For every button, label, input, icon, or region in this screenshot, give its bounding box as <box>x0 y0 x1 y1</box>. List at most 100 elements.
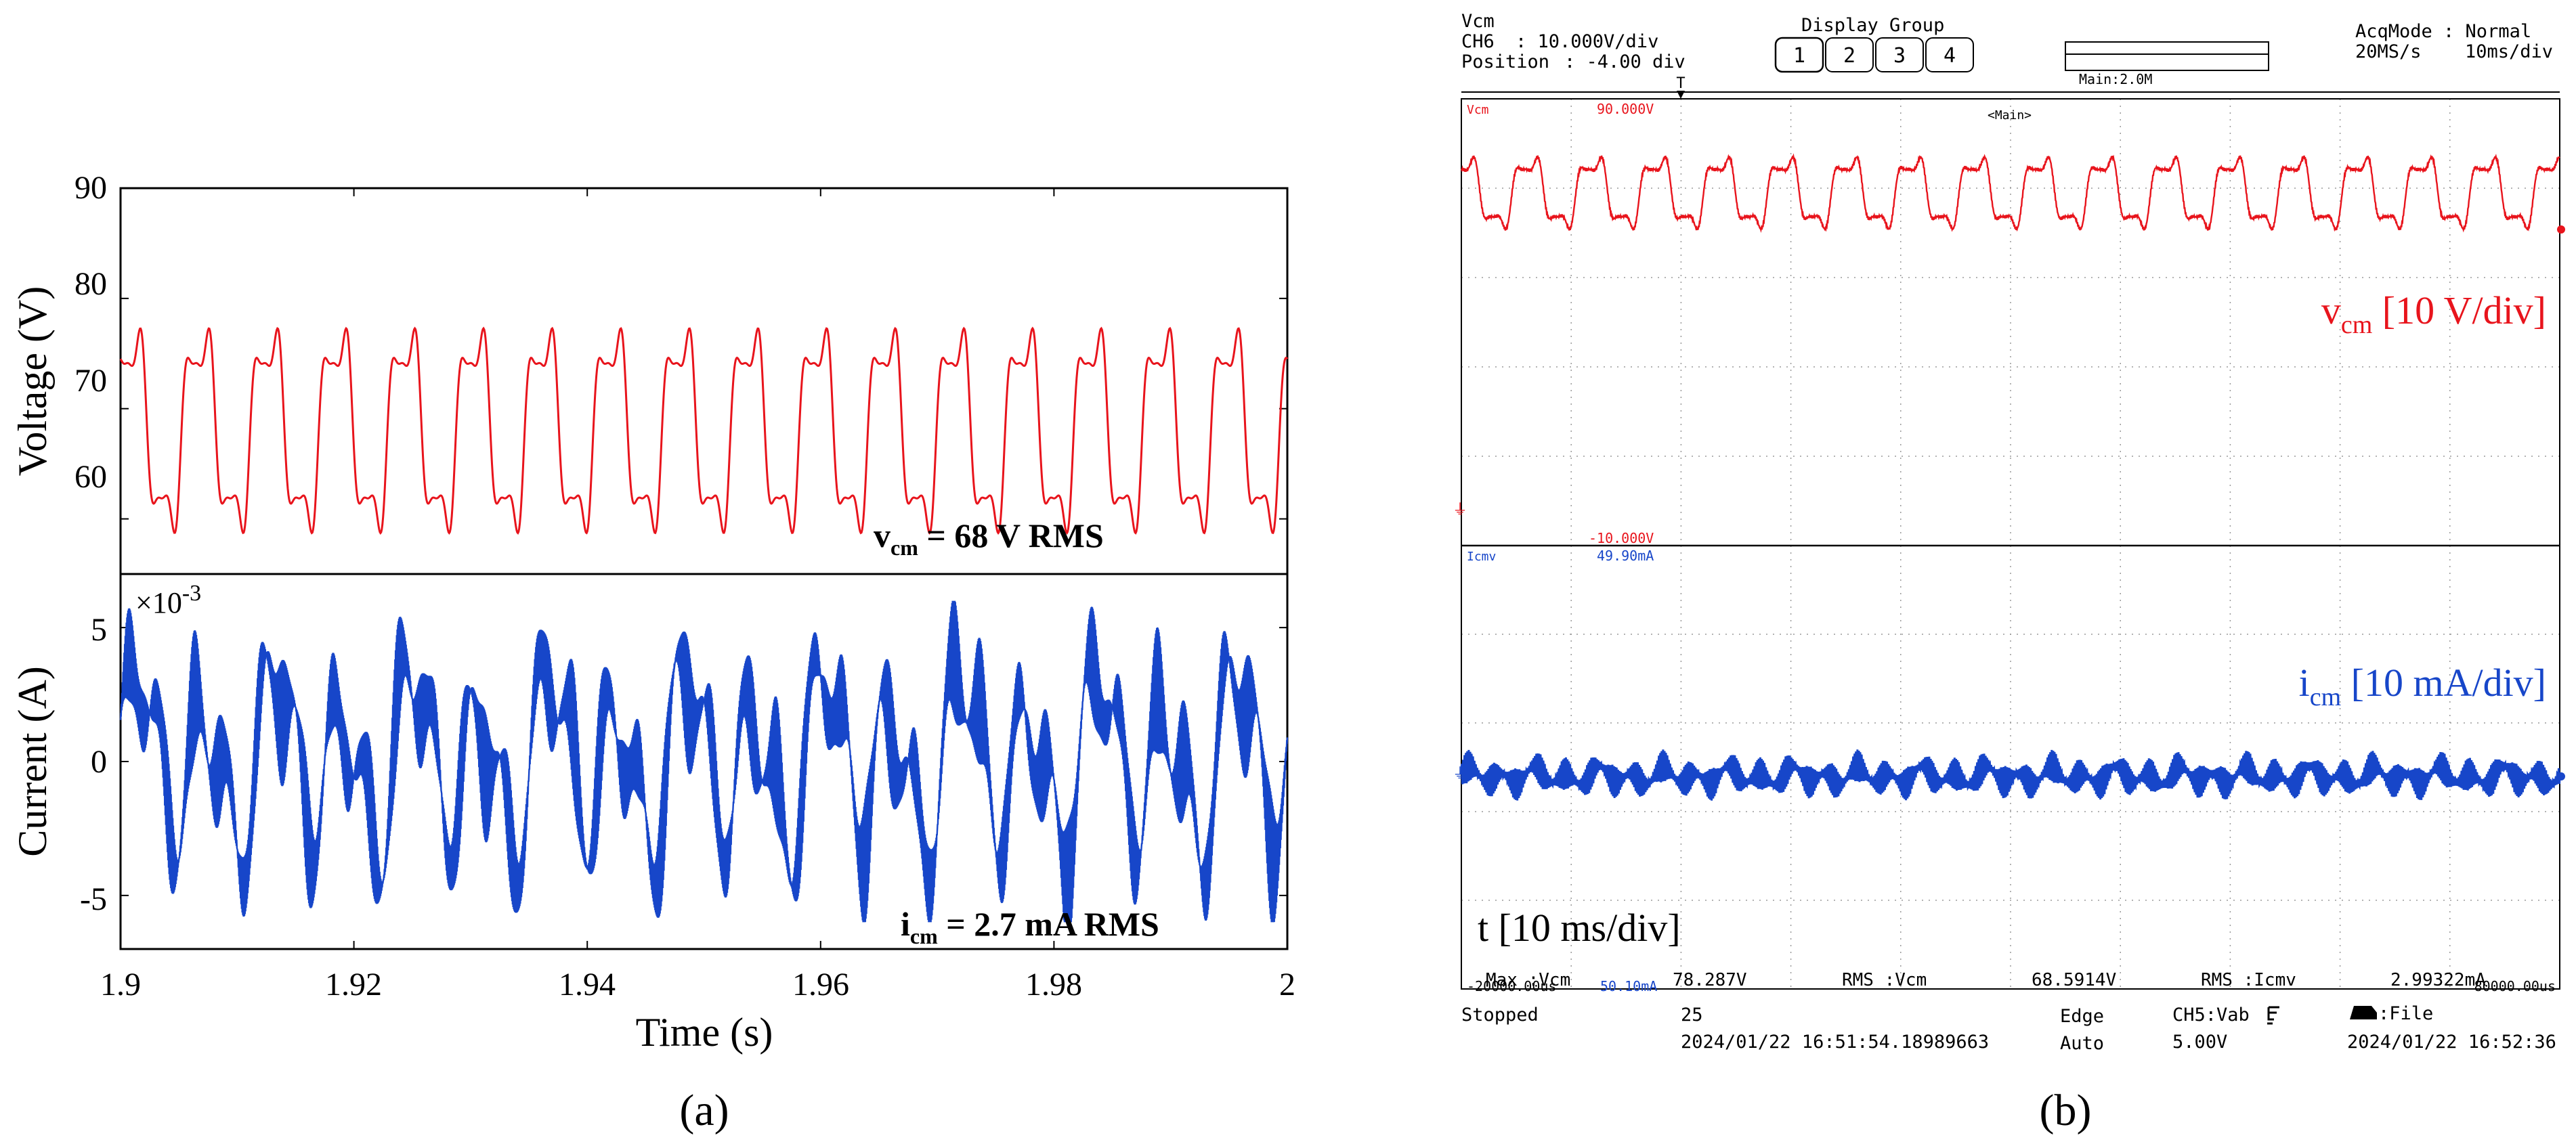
upper-channel-name: Vcm <box>1467 103 1489 117</box>
header-signal: Vcm <box>1461 11 1495 32</box>
left-time: -20000.00us <box>1467 978 1556 994</box>
vcm-series-line <box>119 326 1289 535</box>
acq-mode: AcqMode : Normal <box>2355 21 2531 42</box>
annotation-value: = 68 V RMS <box>918 516 1104 554</box>
lower-top-value: 49.90mA <box>1597 548 1654 564</box>
panel-label-a: (a) <box>679 1086 729 1135</box>
header-channel-value: : 10.000V/div <box>1516 31 1658 52</box>
annotation-symbol: v <box>874 516 890 554</box>
group-button-3[interactable] <box>1875 37 1924 72</box>
icm-trace <box>1460 749 2561 801</box>
trigger-mode: Auto <box>2060 1033 2104 1054</box>
vcm-trace <box>1460 153 2560 234</box>
run-state: Stopped <box>1461 1005 1539 1026</box>
icm-scale-annotation: icm [10 mA/div] <box>2299 661 2546 711</box>
trigger-label: T <box>1676 75 1685 92</box>
annotation-subscript: cm <box>890 535 918 560</box>
save-timestamp: 2024/01/22 16:52:36 <box>2347 1032 2556 1053</box>
group-button-label: 3 <box>1893 44 1906 68</box>
group-button-1[interactable] <box>1774 37 1824 73</box>
scale-symbol: i <box>2299 661 2310 705</box>
y-tick-label: 60 <box>74 459 107 495</box>
main-tag: <Main> <box>1988 108 2032 123</box>
panel-a: 90 80 70 60 5 0 -5 ×10-3 1.9 1.92 1.94 1… <box>10 170 1295 1135</box>
scale-symbol: v <box>2321 288 2341 332</box>
y-tick-label: 70 <box>74 363 107 399</box>
timebase: 10ms/div <box>2465 41 2553 62</box>
x-tick-label: 1.98 <box>1025 967 1082 1002</box>
x-tick-label: 1.94 <box>559 967 616 1002</box>
y-tick-label: 0 <box>91 744 107 780</box>
file-label: :File <box>2378 1003 2433 1024</box>
upper-level-marker <box>2557 225 2565 234</box>
header-position-value: : -4.00 div <box>1564 51 1686 72</box>
measurement-label: RMS :Icmv <box>2201 970 2296 990</box>
exponent-power: -3 <box>182 581 201 606</box>
upper-top-value: 90.000V <box>1597 101 1654 117</box>
y-tick-label: 90 <box>74 170 107 206</box>
voltage-axis-label: Voltage (V) <box>10 286 55 477</box>
measurement-label: RMS :Vcm <box>1842 970 1927 990</box>
printer-icon <box>2350 1006 2377 1019</box>
exponent-label: ×10-3 <box>135 581 201 619</box>
current-axes-frame <box>119 573 1289 950</box>
measurement-value: 78.287V <box>1673 970 1747 990</box>
exponent-base: ×10 <box>135 586 182 619</box>
upper-bottom-value: -10.000V <box>1589 530 1654 546</box>
scope-header: Vcm CH6 : 10.000V/div Position : -4.00 d… <box>1461 11 1944 72</box>
rising-edge-icon <box>2267 1006 2279 1025</box>
display-group-buttons: 1 2 3 4 <box>1774 37 1974 73</box>
x-axis-label: Time (s) <box>636 1010 773 1055</box>
lower-channel-name: Icmv <box>1467 550 1496 564</box>
right-time: 80000.00us <box>2474 978 2556 994</box>
measurement-value: 68.5914V <box>2032 970 2116 990</box>
scale-value: [10 V/div] <box>2372 288 2546 332</box>
icm-scope-line <box>1460 749 2561 801</box>
trigger-source: CH5:Vab <box>2172 1005 2250 1026</box>
annotation-subscript: cm <box>910 924 938 948</box>
svg-text:⏚: ⏚ <box>1453 502 1467 519</box>
x-tick-label: 1.96 <box>792 967 849 1002</box>
x-tick-label: 1.92 <box>325 967 382 1002</box>
memory-bar-label: Main:2.0M <box>2079 71 2152 87</box>
group-button-label: 1 <box>1793 44 1805 68</box>
memory-bar: Main:2.0M <box>2065 41 2269 87</box>
panel-label-b: (b) <box>2040 1086 2092 1135</box>
acq-timestamp: 2024/01/22 16:51:54.18989663 <box>1681 1032 1989 1053</box>
x-tick-label: 1.9 <box>100 967 141 1002</box>
group-button-label: 4 <box>1944 44 1956 68</box>
voltage-axes-frame <box>119 187 1289 575</box>
vcm-rms-annotation: vcm = 68 V RMS <box>874 516 1104 560</box>
voltage-plot <box>119 188 1289 535</box>
header-channel: CH6 <box>1461 31 1495 52</box>
scale-subscript: cm <box>2341 311 2372 339</box>
measurement-value: 2.99322mA <box>2390 970 2486 990</box>
y-tick-label: 80 <box>74 266 107 302</box>
scope-graticule <box>1461 99 2560 989</box>
memory-bar-frame <box>2065 41 2269 71</box>
scope-screen-frame <box>1461 98 2560 990</box>
group-button-4[interactable] <box>1925 37 1974 72</box>
sample-rate: 20MS/s <box>2355 41 2422 62</box>
scale-subscript: cm <box>2310 683 2341 711</box>
y-tick-label: 5 <box>91 612 107 648</box>
scale-value: [10 mA/div] <box>2341 661 2546 705</box>
lower-bottom-value: 50.10mA <box>1600 978 1657 994</box>
annotation-value: = 2.7 mA RMS <box>938 905 1159 943</box>
group-button-2[interactable] <box>1825 37 1874 72</box>
trigger-level: 5.00V <box>2172 1032 2227 1053</box>
trigger-marker-icon <box>1677 91 1685 99</box>
upper-ground-marker-icon: ⏚ <box>1453 502 1467 519</box>
vcm-scope-line <box>1460 153 2560 234</box>
header-position: Position <box>1461 51 1549 72</box>
svg-text:⏚: ⏚ <box>1453 766 1467 783</box>
vcm-scale-annotation: vcm [10 V/div] <box>2321 288 2546 339</box>
current-axis-label: Current (A) <box>10 666 55 857</box>
scope-status: Stopped 25 2024/01/22 16:51:54.18989663 … <box>1461 1003 2556 1054</box>
acq-count: 25 <box>1681 1005 1703 1026</box>
current-plot <box>119 600 1289 949</box>
time-scale-annotation: t [10 ms/div] <box>1478 906 1681 950</box>
measurement-label: Max :Vcm <box>1486 970 1570 990</box>
group-button-label: 2 <box>1843 44 1855 68</box>
